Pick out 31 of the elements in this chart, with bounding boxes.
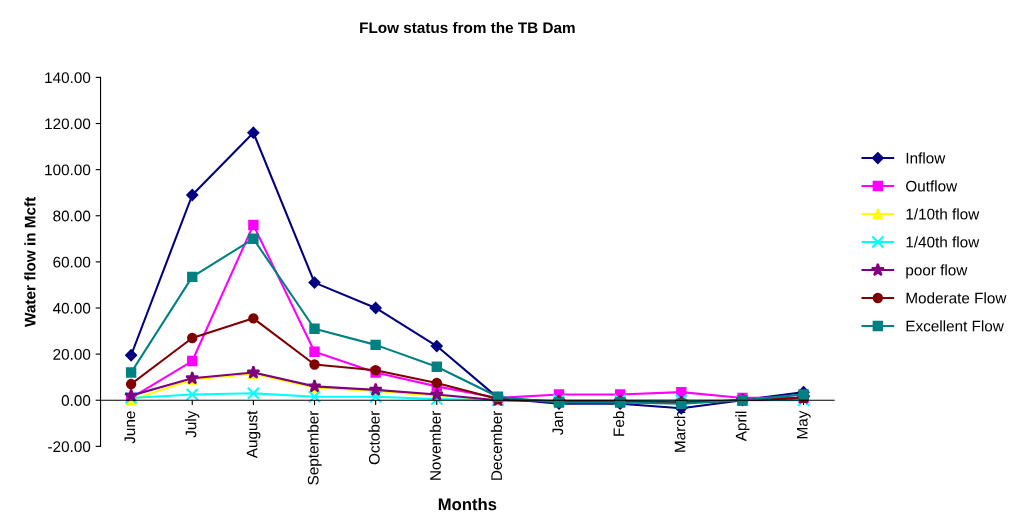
y-axis-title: Water flow in Mcft [24,196,36,327]
x-tick-label: December [490,410,503,480]
x-tick-label: October [368,410,380,465]
legend-label: Inflow [906,152,946,164]
legend-label: 1/10th flow [906,208,980,220]
x-tick-label: Feb [613,411,625,436]
x-tick-label: June [124,411,136,444]
y-tick-label: -20.00 [48,441,91,453]
y-tick-label: 140.00 [45,72,91,84]
legend-label: 1/40th flow [906,236,980,248]
x-axis-title: Months [438,497,497,511]
legend-label: poor flow [906,264,968,279]
y-tick-label: 120.00 [45,118,91,130]
x-tick-label: August [246,410,261,459]
x-tick-label: April [735,411,750,442]
chart-title: FLow status from the TB Dam [360,21,575,34]
y-tick-label: 0.00 [61,395,91,406]
legend-label: Excellent Flow [906,320,1004,332]
x-tick-label: May [797,410,811,439]
legend-label: Moderate Flow [906,292,1007,304]
y-tick-label: 20.00 [53,348,91,360]
x-tick-label: September [307,410,322,485]
x-tick-label: Jan [552,411,564,436]
legend-label: Outflow [906,180,958,192]
x-tick-label: November [429,410,441,480]
y-tick-label: 100.00 [45,164,91,176]
y-tick-label: 60.00 [53,256,91,268]
x-tick-label: July [185,410,200,438]
y-tick-label: 80.00 [53,210,91,222]
x-tick-label: March [674,411,686,452]
y-tick-label: 40.00 [52,302,91,314]
